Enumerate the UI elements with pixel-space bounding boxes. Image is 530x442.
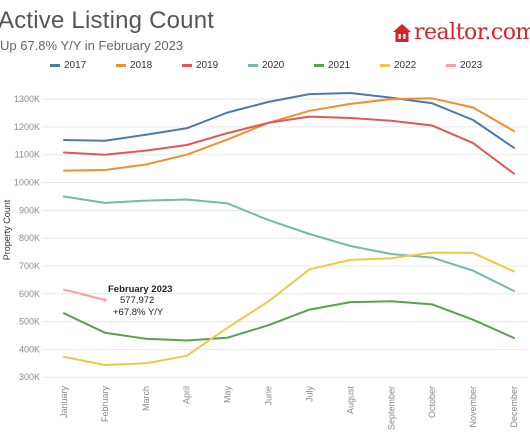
house-logo-icon <box>393 24 411 42</box>
y-tick-label: 400K <box>19 344 40 354</box>
legend-item-2022: 2022 <box>380 60 416 71</box>
y-tick-label: 1200K <box>14 122 40 132</box>
x-tick-label: January <box>59 386 69 419</box>
series-line-2017 <box>63 92 515 149</box>
x-tick-label: December <box>509 386 519 428</box>
legend-swatch <box>314 64 324 67</box>
legend-item-2018: 2018 <box>116 60 152 71</box>
legend-label: 2021 <box>328 60 351 71</box>
chart-legend: 2017 2018 2019 2020 2021 2022 2023 <box>50 60 530 74</box>
y-tick-label: 300K <box>19 372 40 382</box>
annotation-value: 577,972 <box>120 295 154 306</box>
legend-item-2017: 2017 <box>50 60 86 71</box>
annotation: February 2023 577,972 +67.8% Y/Y <box>103 284 172 318</box>
legend-item-2019: 2019 <box>182 60 218 71</box>
legend-label: 2022 <box>394 60 417 71</box>
legend-label: 2020 <box>262 60 285 71</box>
x-tick-label: July <box>304 386 314 403</box>
legend-item-2020: 2020 <box>248 60 284 71</box>
legend-swatch <box>446 64 456 67</box>
y-tick-label: 800K <box>19 233 40 243</box>
x-tick-labels: January February March April May June July Augu… <box>59 386 519 431</box>
legend-swatch <box>380 64 390 67</box>
legend-label: 2023 <box>460 60 483 71</box>
x-tick-label: June <box>264 386 274 406</box>
x-tick-label: February <box>100 386 110 423</box>
legend-swatch <box>116 64 126 67</box>
x-tick-label: August <box>345 386 355 415</box>
y-tick-label: 600K <box>19 289 40 299</box>
annotation-change: +67.8% Y/Y <box>113 307 164 318</box>
legend-item-2021: 2021 <box>314 60 350 71</box>
x-tick-label: September <box>386 386 396 430</box>
x-tick-label: October <box>427 386 437 418</box>
series-line-2021 <box>63 300 515 342</box>
legend-swatch <box>182 64 192 67</box>
legend-label: 2018 <box>130 60 153 71</box>
x-tick-label: November <box>468 386 478 428</box>
series-line-2019 <box>63 115 515 175</box>
legend-swatch <box>50 64 60 67</box>
x-tick-label: May <box>223 386 233 404</box>
logo-text: realtor.com <box>414 20 530 45</box>
y-tick-label: 1000K <box>14 178 40 188</box>
series-line-2020 <box>63 195 515 292</box>
series-line-2023 <box>63 288 106 301</box>
gridlines <box>42 98 527 378</box>
legend-item-2023: 2023 <box>446 60 482 71</box>
y-tick-label: 900K <box>19 205 40 215</box>
chart-title: Active Listing Count <box>0 7 215 34</box>
chart-subtitle: Up 67.8% Y/Y in February 2023 <box>0 38 184 53</box>
y-tick-label: 1300K <box>14 94 40 104</box>
y-tick-label: 700K <box>19 261 40 271</box>
x-tick-label: April <box>182 386 192 404</box>
x-tick-label: March <box>141 386 151 411</box>
realtor-logo: realtor.com <box>392 20 530 46</box>
series-line-2018 <box>63 97 515 172</box>
y-tick-labels: 300K 400K 500K 600K 700K 800K 900K 1000K 1100K 12… <box>14 94 40 382</box>
annotation-title: February 2023 <box>108 284 172 295</box>
series-lines <box>63 92 515 366</box>
annotation-point <box>103 298 107 302</box>
y-tick-label: 500K <box>19 317 40 327</box>
y-tick-label: 1100K <box>15 150 40 160</box>
legend-label: 2019 <box>196 60 219 71</box>
legend-label: 2017 <box>64 60 87 71</box>
series-line-2022 <box>63 251 515 366</box>
legend-swatch <box>248 64 258 67</box>
